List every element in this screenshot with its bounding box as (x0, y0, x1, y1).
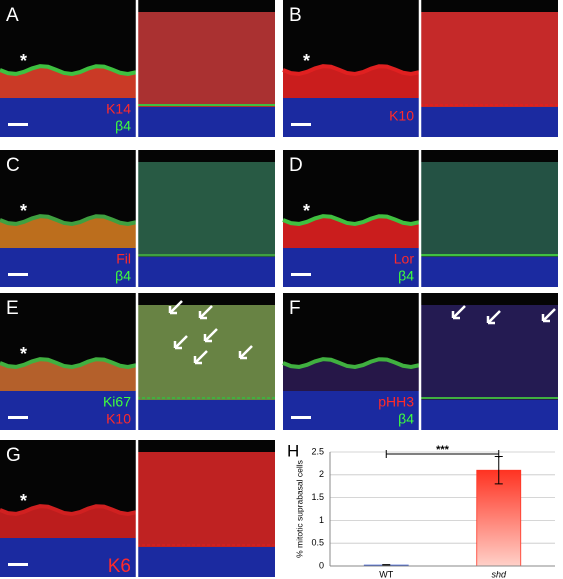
stain-label: β4 (115, 268, 131, 284)
asterisk: * (20, 344, 27, 364)
image-panel: B * K10 (282, 0, 558, 137)
y-tick-label: 1 (319, 515, 324, 525)
epidermis-right (137, 452, 275, 547)
arrow (486, 310, 501, 325)
arrow (541, 308, 556, 323)
error-bar (382, 564, 391, 567)
x-tick-label: WT (379, 569, 393, 579)
dermis-left (0, 248, 137, 287)
y-tick-label: 2.5 (311, 446, 324, 456)
stain-label: β4 (398, 411, 414, 427)
scale-bar (291, 273, 311, 276)
stain-label: K10 (106, 411, 131, 427)
scale-bar (8, 563, 28, 566)
dermis-right (137, 547, 275, 577)
epidermis-right (420, 162, 558, 257)
dermis-right (137, 107, 275, 137)
arrow (451, 305, 466, 320)
dermis-right (420, 257, 558, 287)
scale-bar (291, 416, 311, 419)
bar (476, 469, 522, 567)
y-tick-label: 1.5 (311, 492, 324, 502)
surface-layer (0, 214, 137, 227)
asterisk: * (20, 201, 27, 221)
stain-label: pHH3 (378, 394, 414, 410)
dermis-left (0, 391, 137, 430)
stain-label: K6 (108, 556, 131, 577)
asterisk: * (303, 51, 310, 71)
arrow (198, 305, 213, 320)
y-axis-label: % mitotic suprabasal cells (294, 460, 304, 558)
stain-label: Fil (116, 251, 131, 267)
dermis-left (0, 98, 137, 137)
panel-letter: E (6, 298, 19, 319)
surface-layer (282, 357, 420, 370)
y-tick-label: 2 (319, 469, 324, 479)
stain-label: Ki67 (103, 394, 131, 410)
epidermis-right (137, 12, 275, 107)
panel-letter: C (6, 155, 20, 176)
dermis-right (420, 107, 558, 137)
dermis-left (283, 98, 420, 137)
arrow (193, 350, 208, 365)
scale-bar (8, 416, 28, 419)
arrow (238, 345, 253, 360)
scale-bar (8, 273, 28, 276)
panel-letter: H (287, 441, 299, 460)
dermis-right (137, 400, 275, 430)
dermis-right (420, 400, 558, 430)
asterisk: * (20, 491, 27, 511)
dermis-left (283, 391, 420, 430)
scale-bar (8, 123, 28, 126)
panel-letter: G (6, 445, 21, 466)
stain-label: β4 (115, 118, 131, 134)
y-tick-label: 0 (319, 560, 324, 570)
panel-letter: A (6, 5, 19, 26)
stain-label: Lor (394, 251, 415, 267)
scale-bar (291, 123, 311, 126)
image-panel: G * K6 (0, 440, 275, 577)
dermis-left (0, 538, 137, 577)
surface-layer (0, 357, 137, 370)
x-tick-label: shd (491, 569, 507, 579)
significance-label: *** (436, 444, 450, 456)
surface-layer (0, 64, 137, 77)
y-tick-label: 0.5 (311, 538, 324, 548)
dermis-left (283, 248, 420, 287)
arrow (203, 328, 218, 343)
arrow (168, 300, 183, 315)
significance-bracket (385, 450, 500, 458)
dermis-right (137, 257, 275, 287)
surface-layer (282, 64, 420, 77)
arrow (173, 335, 188, 350)
surface-layer (0, 504, 137, 517)
stain-label: K10 (389, 108, 414, 124)
asterisk: * (303, 201, 310, 221)
epidermis-right (137, 162, 275, 257)
stain-label: β4 (398, 268, 414, 284)
panel-letter: F (289, 298, 301, 319)
stain-label: K14 (106, 101, 131, 117)
panel-letter: D (289, 155, 303, 176)
asterisk: * (20, 51, 27, 71)
panel-letter: B (289, 5, 302, 26)
surface-layer (282, 214, 420, 227)
epidermis-right (420, 12, 558, 107)
